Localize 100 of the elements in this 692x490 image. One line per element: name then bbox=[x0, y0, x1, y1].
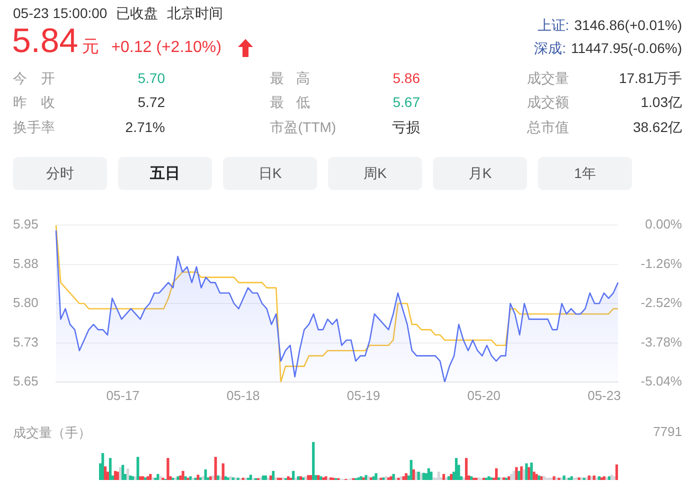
tab-button[interactable]: 周K bbox=[328, 157, 422, 190]
bar bbox=[392, 474, 395, 480]
bar bbox=[410, 460, 412, 480]
chart-title: 成交量（手） bbox=[13, 424, 91, 442]
bar bbox=[610, 474, 614, 480]
bar bbox=[136, 456, 140, 480]
tab-button[interactable]: 分时 bbox=[13, 157, 107, 190]
text: 5.67 bbox=[392, 94, 420, 110]
bar bbox=[412, 469, 415, 480]
bar bbox=[542, 476, 546, 480]
bar bbox=[417, 472, 420, 480]
bar bbox=[532, 472, 536, 480]
text: 上证: bbox=[537, 17, 570, 35]
bar bbox=[538, 475, 540, 480]
bar bbox=[216, 475, 220, 480]
tab-button[interactable]: 1年 bbox=[538, 157, 632, 190]
bar bbox=[129, 475, 132, 480]
text: 3146.86(+0.01%) bbox=[574, 17, 682, 35]
bar bbox=[292, 470, 295, 480]
bar bbox=[272, 470, 275, 480]
text: 5.72 bbox=[138, 94, 165, 110]
x-tick-label: 05-20 bbox=[467, 388, 500, 403]
y2-tick-label: -2.52% bbox=[640, 295, 682, 310]
bar bbox=[422, 472, 426, 480]
text: 成交额 bbox=[527, 94, 569, 112]
bar bbox=[364, 475, 368, 480]
bar bbox=[420, 473, 423, 480]
bar bbox=[108, 458, 112, 480]
bar bbox=[179, 475, 182, 480]
bar bbox=[262, 475, 265, 480]
bar bbox=[510, 474, 513, 480]
bar bbox=[588, 475, 590, 480]
bar bbox=[384, 476, 388, 480]
bar bbox=[182, 470, 184, 480]
bar bbox=[592, 475, 596, 480]
bar bbox=[101, 453, 104, 480]
text: 2.71% bbox=[125, 119, 165, 135]
bar bbox=[502, 477, 506, 480]
bar bbox=[454, 458, 458, 480]
bar bbox=[222, 463, 224, 480]
bar bbox=[562, 475, 566, 480]
bar bbox=[535, 474, 538, 480]
bar bbox=[518, 470, 520, 480]
bar bbox=[427, 468, 430, 480]
tab-button[interactable]: 五日 bbox=[118, 157, 212, 190]
bar bbox=[515, 467, 518, 480]
bar bbox=[156, 474, 160, 480]
text: 北京时间 bbox=[167, 5, 224, 23]
text: 已收盘 bbox=[116, 5, 158, 23]
text: 最低 bbox=[270, 94, 310, 112]
y-tick-label: 5.65 bbox=[13, 374, 38, 389]
bar bbox=[522, 469, 526, 480]
text: 5.84 bbox=[12, 22, 78, 61]
bar bbox=[530, 462, 533, 480]
bar bbox=[360, 476, 362, 480]
text: 17.81万手 bbox=[618, 70, 682, 88]
y-tick-label: 5.95 bbox=[13, 216, 38, 232]
text: 成交量 bbox=[527, 70, 569, 88]
text: 38.62亿 bbox=[632, 119, 682, 137]
bar bbox=[310, 475, 312, 480]
bar bbox=[495, 468, 498, 480]
y-tick-label: 5.88 bbox=[13, 256, 38, 271]
text: 最高 bbox=[270, 70, 310, 88]
text: 5.70 bbox=[138, 70, 165, 86]
tab-button[interactable]: 日K bbox=[223, 157, 317, 190]
text: 昨收 bbox=[13, 94, 55, 112]
bar bbox=[204, 469, 207, 480]
y-tick-label: 5.80 bbox=[13, 295, 38, 310]
bar bbox=[104, 466, 107, 480]
bar bbox=[464, 458, 468, 480]
bar bbox=[212, 475, 214, 480]
text: 7791 bbox=[653, 424, 682, 439]
tab-button[interactable]: 月K bbox=[433, 157, 527, 190]
text: 亏损 bbox=[392, 119, 420, 137]
y-tick-label: 5.73 bbox=[13, 334, 38, 350]
bar bbox=[149, 474, 152, 480]
bar bbox=[312, 442, 315, 480]
text: 市盈(TTM) bbox=[270, 119, 336, 137]
y2-tick-label: -1.26% bbox=[640, 256, 682, 271]
bar bbox=[307, 475, 310, 480]
bar bbox=[430, 472, 433, 480]
bar bbox=[159, 476, 162, 480]
text: 1.03亿 bbox=[640, 94, 682, 112]
bar bbox=[166, 458, 170, 480]
bar bbox=[525, 463, 528, 480]
text: 元 bbox=[82, 36, 100, 58]
x-tick-label: 05-17 bbox=[106, 388, 140, 403]
text: 5.86 bbox=[392, 70, 420, 86]
y2-tick-label: 0.00% bbox=[645, 216, 682, 232]
y2-tick-label: -5.04% bbox=[640, 374, 682, 389]
bar bbox=[450, 474, 453, 480]
bar bbox=[555, 477, 558, 480]
x-tick-label: 05-23 bbox=[588, 388, 621, 403]
x-tick-label: 05-19 bbox=[346, 388, 380, 403]
bar bbox=[374, 473, 378, 480]
bar bbox=[116, 472, 120, 480]
x-tick-label: 05-18 bbox=[226, 388, 260, 403]
bar bbox=[121, 464, 124, 480]
text: +0.12 (+2.10%) bbox=[111, 39, 222, 57]
bar bbox=[118, 467, 122, 480]
